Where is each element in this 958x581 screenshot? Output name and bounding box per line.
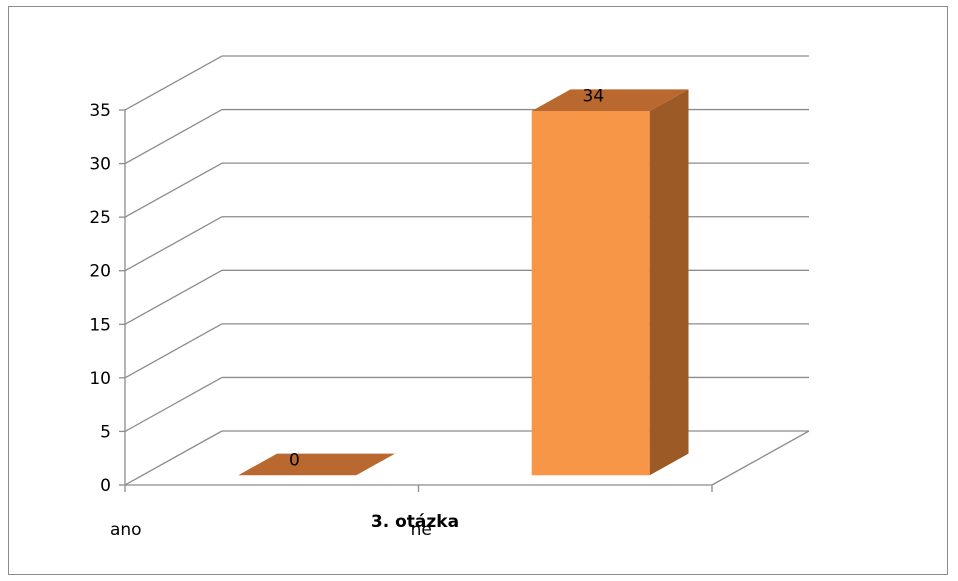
y-tick-label: 15 — [89, 315, 111, 335]
bars: 0 34 — [238, 86, 689, 476]
side-wall-gridline — [124, 269, 223, 325]
y-tick-label: 35 — [89, 101, 111, 121]
bar-top-face — [531, 89, 689, 112]
y-tick-label: 10 — [89, 369, 111, 389]
y-axis-ticks: 0 5 10 15 20 25 30 35 — [89, 101, 713, 496]
bar-ne: 34 — [531, 86, 689, 476]
side-wall-gridline — [124, 216, 223, 272]
gridlines — [124, 55, 810, 486]
y-tick-label: 0 — [100, 476, 111, 496]
chart-frame — [8, 6, 948, 575]
floor-left-edge — [124, 430, 223, 486]
data-label: 0 — [289, 451, 300, 471]
bar-top-face — [238, 453, 396, 476]
side-wall-gridline — [124, 376, 223, 432]
y-tick-label: 5 — [100, 422, 111, 442]
x-axis-categories: ano ne — [110, 520, 432, 540]
x-category-label: ano — [110, 520, 142, 540]
x-category-label: ne — [411, 520, 432, 540]
bar-ano: 0 — [238, 451, 396, 476]
bar-front-face — [531, 111, 650, 476]
y-tick-label: 30 — [89, 155, 111, 175]
side-wall-gridline — [124, 109, 223, 165]
bar-side-face — [649, 89, 689, 476]
floor-right-edge — [711, 430, 810, 486]
side-wall-gridline — [124, 323, 223, 379]
y-tick-label: 20 — [89, 262, 111, 282]
side-wall-gridline — [124, 162, 223, 218]
data-label: 34 — [583, 86, 605, 106]
y-tick-label: 25 — [89, 208, 111, 228]
side-wall-gridline — [124, 55, 223, 111]
x-axis-title: 3. otázka — [371, 512, 459, 532]
